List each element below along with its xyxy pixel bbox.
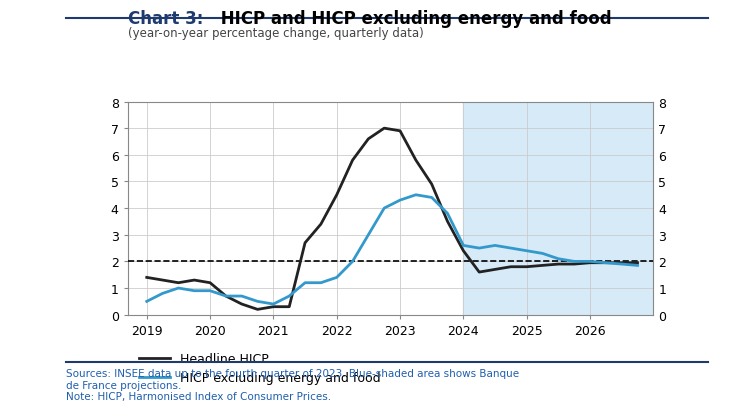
Text: HICP and HICP excluding energy and food: HICP and HICP excluding energy and food: [215, 10, 612, 28]
Text: Chart 3:: Chart 3:: [128, 10, 203, 28]
Text: Sources: INSEE data up to the fourth quarter of 2023. Blue-shaded area shows Ban: Sources: INSEE data up to the fourth qua…: [66, 368, 519, 401]
Bar: [464, 102, 653, 315]
Text: (year-on-year percentage change, quarterly data): (year-on-year percentage change, quarter…: [128, 27, 423, 40]
Legend: Headline HICP, HICP excluding energy and food: Headline HICP, HICP excluding energy and…: [134, 347, 386, 389]
